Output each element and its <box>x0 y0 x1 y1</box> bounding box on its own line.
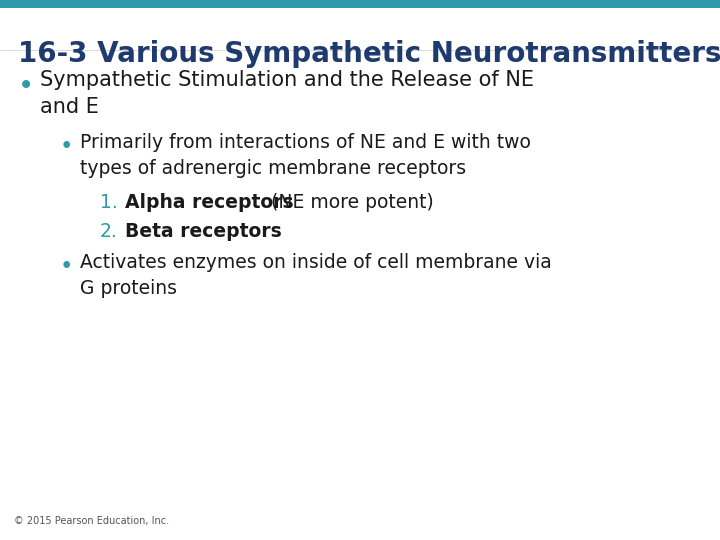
Text: © 2015 Pearson Education, Inc.: © 2015 Pearson Education, Inc. <box>14 516 169 526</box>
Text: (NE more potent): (NE more potent) <box>265 193 433 212</box>
Text: Activates enzymes on inside of cell membrane via
G proteins: Activates enzymes on inside of cell memb… <box>80 253 552 298</box>
Text: •: • <box>60 135 73 158</box>
Text: Beta receptors: Beta receptors <box>125 222 282 241</box>
Text: Sympathetic Stimulation and the Release of NE
and E: Sympathetic Stimulation and the Release … <box>40 70 534 117</box>
Text: •: • <box>60 255 73 278</box>
Text: 2.: 2. <box>100 222 118 241</box>
Text: 16-3 Various Sympathetic Neurotransmitters: 16-3 Various Sympathetic Neurotransmitte… <box>18 40 720 68</box>
Text: Primarily from interactions of NE and E with two
types of adrenergic membrane re: Primarily from interactions of NE and E … <box>80 133 531 178</box>
Text: 1.: 1. <box>100 193 118 212</box>
Text: •: • <box>18 72 35 100</box>
Text: Alpha receptors: Alpha receptors <box>125 193 294 212</box>
Bar <box>0 0 720 8</box>
